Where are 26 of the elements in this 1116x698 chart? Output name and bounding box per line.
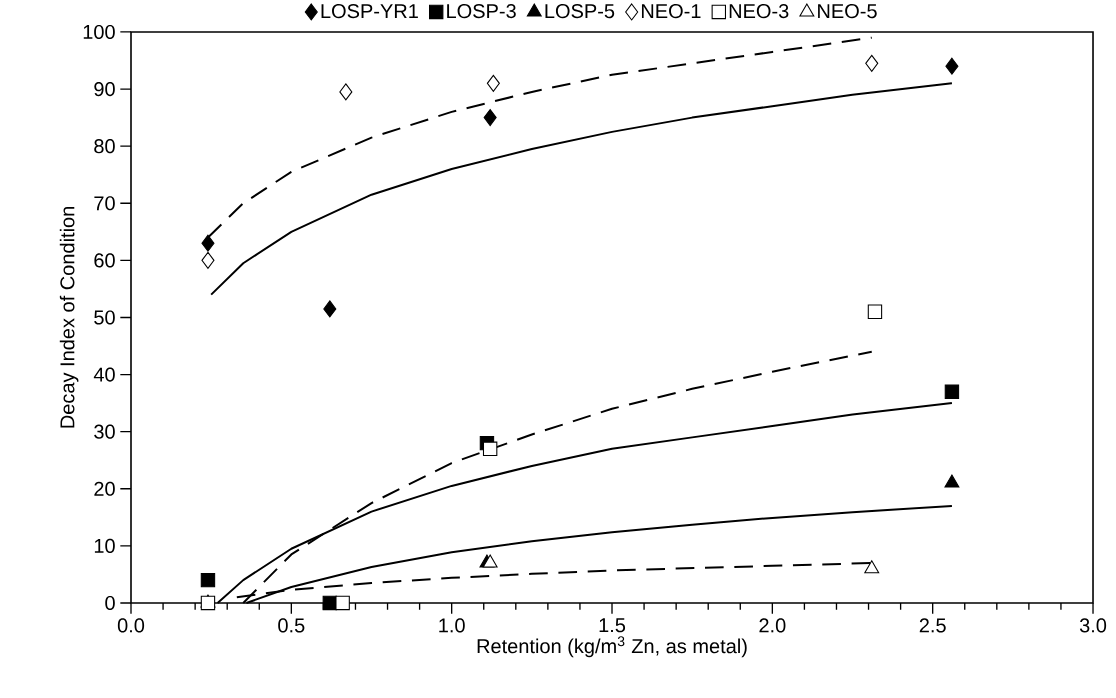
x-axis-title: Retention (kg/m$^{3}$ Zn, as metal) (477, 636, 747, 658)
x-tick-label: 2.5 (919, 618, 946, 633)
y-tick-label: 40 (93, 367, 115, 382)
x-tick-label: 1.0 (439, 618, 465, 633)
y-tick-label: 0 (105, 595, 115, 611)
legend-label: NEO-1 (641, 4, 701, 19)
y-tick-label: 100 (83, 24, 115, 40)
x-tick-label: 0.5 (278, 618, 305, 633)
y-tick-label: 50 (94, 310, 115, 325)
legend-label: NEO-3 (729, 4, 789, 19)
legend-label: LOSP-5 (545, 4, 615, 19)
y-tick-label: 10 (94, 538, 115, 553)
x-tick-label: 3.0 (1079, 618, 1107, 633)
x-tick-label: 2.0 (759, 618, 786, 633)
y-tick-label: 30 (94, 424, 115, 439)
legend-label: LOSP-YR1 (321, 4, 418, 19)
x-tick-label: 0.0 (117, 618, 145, 633)
y-tick-label: 80 (94, 139, 115, 154)
y-axis-title: Decay Index of Condition (59, 207, 79, 428)
y-tick-label: 60 (94, 253, 115, 268)
y-tick-label: 90 (94, 81, 115, 97)
legend-label: NEO-5 (818, 4, 877, 19)
x-tick-label: 1.5 (599, 618, 626, 633)
y-tick-label: 20 (94, 481, 115, 496)
y-tick-label: 70 (94, 196, 115, 211)
legend-label: LOSP-3 (447, 4, 516, 19)
